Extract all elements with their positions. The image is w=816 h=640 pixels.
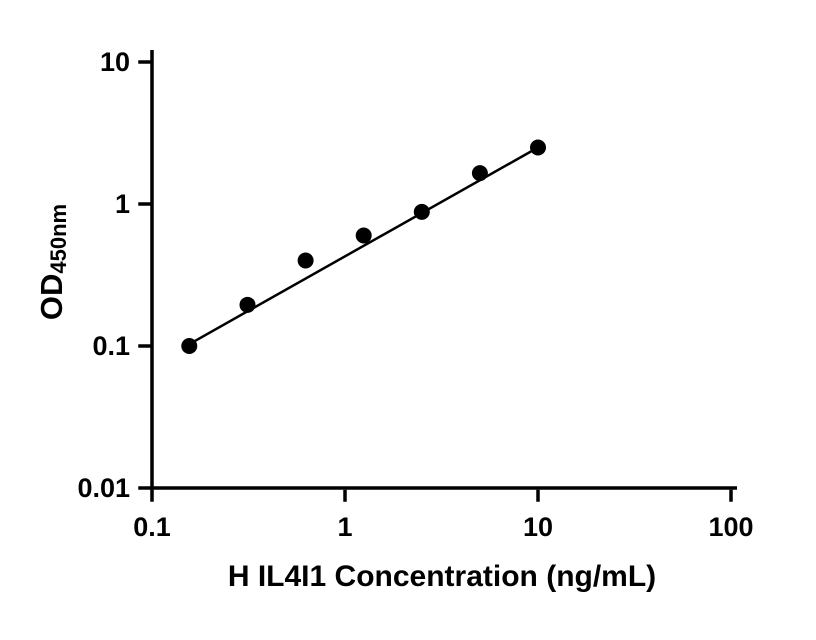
data-point <box>471 165 488 182</box>
y-axis-title-subscript: 450nm <box>46 203 71 274</box>
x-tick-label: 1 <box>337 512 352 542</box>
data-point <box>355 227 372 244</box>
y-axis-title: OD450nm <box>34 203 71 321</box>
y-axis-title-main: OD <box>34 273 69 321</box>
x-tick-label: 10 <box>523 512 553 542</box>
y-tick-label: 0.1 <box>92 331 130 361</box>
x-tick-label: 100 <box>708 512 753 542</box>
data-point <box>181 338 198 354</box>
data-point <box>239 296 256 313</box>
y-tick-label: 0.01 <box>77 473 130 503</box>
data-point <box>530 139 546 156</box>
data-point <box>413 203 430 220</box>
y-tick-label: 10 <box>100 47 130 77</box>
x-tick-label: 0.1 <box>133 512 171 542</box>
y-tick-label: 1 <box>115 189 130 219</box>
x-axis-title: H IL4I1 Concentration (ng/mL) <box>227 560 657 593</box>
data-point <box>297 252 314 269</box>
